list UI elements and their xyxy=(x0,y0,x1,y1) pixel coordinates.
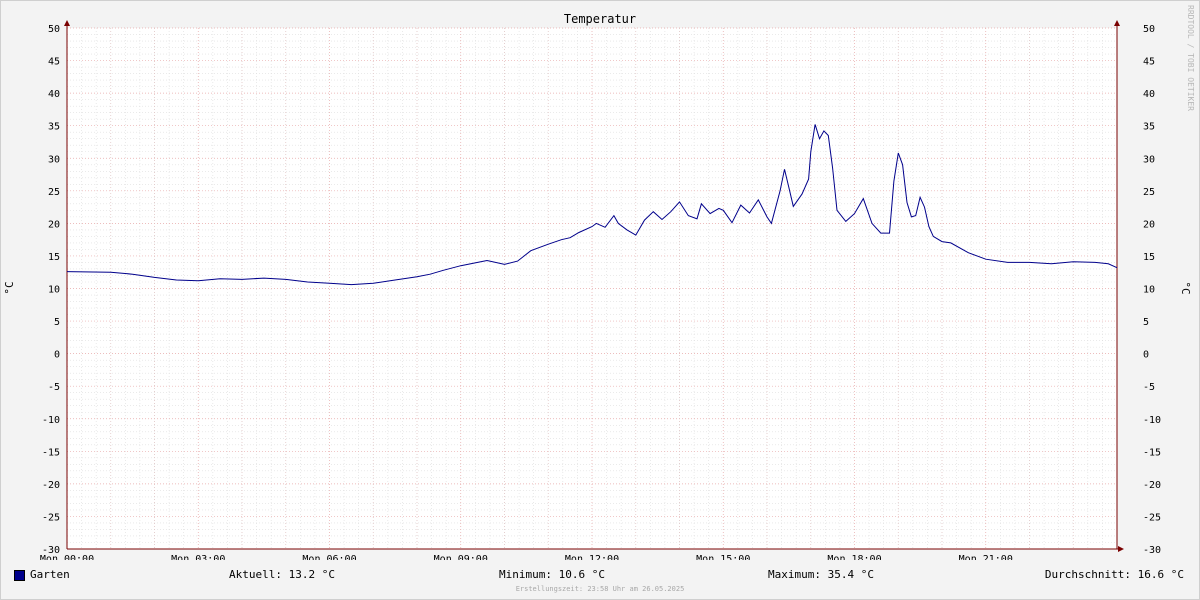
y-tick-label-right: -25 xyxy=(1143,512,1161,523)
y-tick-label-right: -20 xyxy=(1143,480,1161,491)
y-tick-label-left: -10 xyxy=(42,415,60,426)
x-tick-label: Mon 00:00 xyxy=(40,554,94,560)
series-line-garten xyxy=(66,124,1118,286)
y-tick-label-right: -15 xyxy=(1143,447,1161,458)
x-tick-label: Mon 09:00 xyxy=(434,554,488,560)
y-tick-label-left: 10 xyxy=(48,285,60,296)
y-tick-label-left: 15 xyxy=(48,252,60,263)
x-axis-arrow xyxy=(1118,546,1124,552)
x-tick-label: Mon 21:00 xyxy=(959,554,1013,560)
y-tick-label-left: -20 xyxy=(42,480,60,491)
y-tick-label-left: 25 xyxy=(48,187,60,198)
y-tick-label-right: 50 xyxy=(1143,24,1155,35)
x-tick-label: Mon 15:00 xyxy=(696,554,750,560)
y-tick-label-left: 35 xyxy=(48,122,60,133)
y-tick-label-right: -30 xyxy=(1143,545,1161,556)
y-axis-label-right: °C xyxy=(1179,281,1192,294)
y-tick-label-left: 0 xyxy=(54,350,60,361)
x-tick-label: Mon 03:00 xyxy=(171,554,225,560)
legend-series-name: Garten xyxy=(30,568,70,581)
y-tick-label-left: 20 xyxy=(48,219,60,230)
y-tick-label-left: -25 xyxy=(42,512,60,523)
y-tick-label-right: 40 xyxy=(1143,89,1155,100)
y-tick-label-right: 5 xyxy=(1143,317,1149,328)
y-tick-label-left: 40 xyxy=(48,89,60,100)
legend-average: Durchschnitt: 16.6 °C xyxy=(1044,568,1184,581)
y-axis-left-arrow xyxy=(64,20,70,26)
y-tick-label-left: -15 xyxy=(42,447,60,458)
y-tick-label-left: 30 xyxy=(48,154,60,165)
y-tick-label-right: 15 xyxy=(1143,252,1155,263)
y-tick-label-right: 30 xyxy=(1143,154,1155,165)
y-tick-label-right: 45 xyxy=(1143,57,1155,68)
y-tick-label-right: 20 xyxy=(1143,219,1155,230)
y-tick-label-left: 45 xyxy=(48,57,60,68)
watermark: RRDTOOL / TOBI OETIKER xyxy=(1186,5,1195,111)
x-tick-label: Mon 06:00 xyxy=(302,554,356,560)
grid xyxy=(66,27,1118,550)
y-axis-label-left: °C xyxy=(3,281,16,294)
legend-current: Aktuell: 13.2 °C xyxy=(229,568,335,581)
series-layer xyxy=(66,124,1118,286)
y-tick-label-right: 0 xyxy=(1143,350,1149,361)
y-tick-label-left: -30 xyxy=(42,545,60,556)
legend-swatch xyxy=(14,570,25,581)
y-axis-right-arrow xyxy=(1114,20,1120,26)
y-tick-label-right: 10 xyxy=(1143,285,1155,296)
y-tick-label-left: 50 xyxy=(48,24,60,35)
y-tick-label-right: -5 xyxy=(1143,382,1155,393)
legend-minimum: Minimum: 10.6 °C xyxy=(499,568,605,581)
x-tick-label: Mon 18:00 xyxy=(827,554,881,560)
x-tick-label: Mon 12:00 xyxy=(565,554,619,560)
y-tick-label-right: 25 xyxy=(1143,187,1155,198)
y-tick-label-right: 35 xyxy=(1143,122,1155,133)
axes xyxy=(64,20,1124,552)
chart-title: Temperatur xyxy=(564,12,636,26)
creation-timestamp: Erstellungszeit: 23:58 Uhr am 26.05.2025 xyxy=(515,585,685,593)
y-tick-label-left: -5 xyxy=(48,382,60,393)
legend-maximum: Maximum: 35.4 °C xyxy=(768,568,874,581)
legend: Garten Aktuell: 13.2 °C Minimum: 10.6 °C… xyxy=(0,568,1200,584)
y-tick-label-left: 5 xyxy=(54,317,60,328)
y-tick-label-right: -10 xyxy=(1143,415,1161,426)
